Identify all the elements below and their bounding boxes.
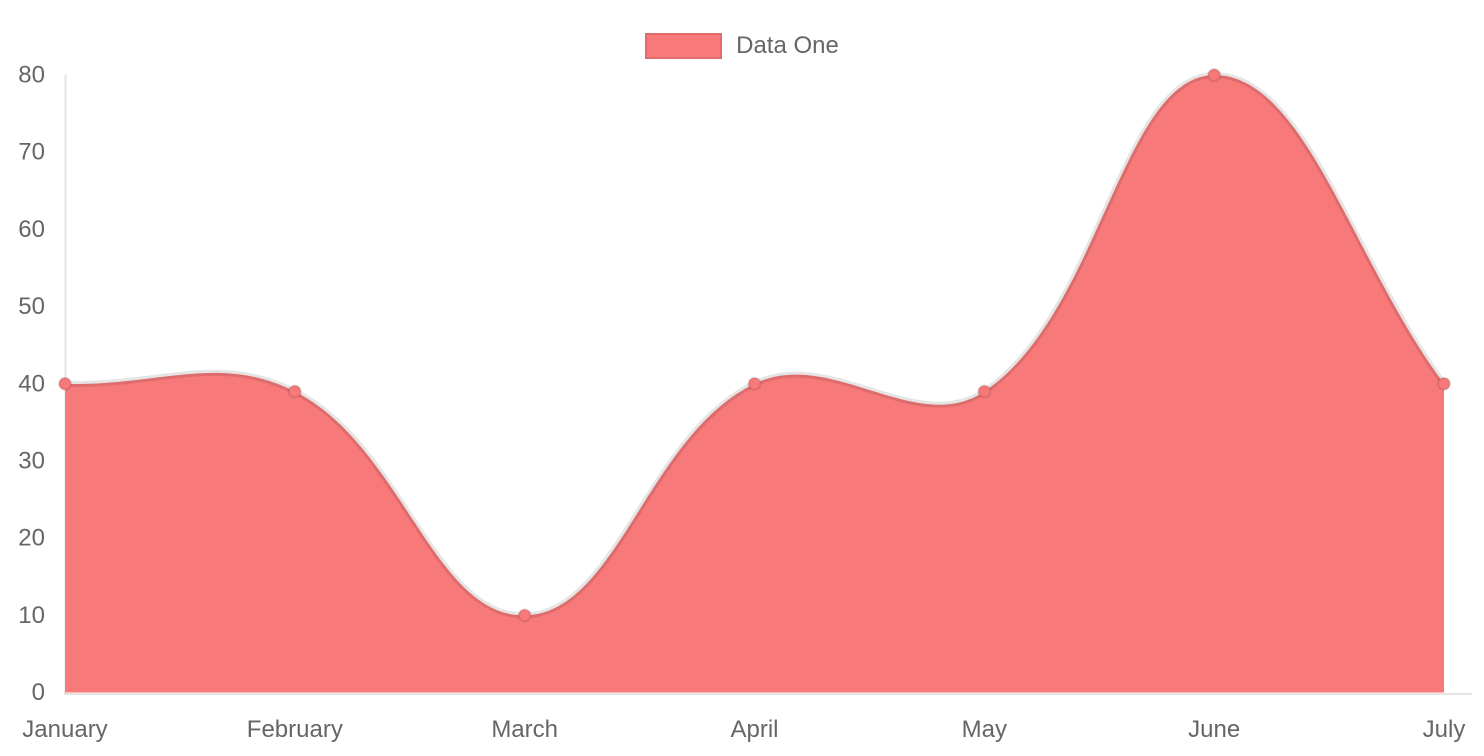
x-tick-label: February bbox=[247, 716, 343, 743]
y-tick-label: 20 bbox=[18, 525, 45, 552]
x-tick-label: July bbox=[1423, 716, 1466, 743]
x-tick-label: June bbox=[1188, 716, 1240, 743]
y-tick-label: 50 bbox=[18, 293, 45, 320]
x-tick-label: March bbox=[491, 716, 558, 743]
data-point-may[interactable] bbox=[977, 384, 992, 399]
legend: Data One bbox=[0, 33, 1484, 59]
data-point-february[interactable] bbox=[287, 384, 302, 399]
y-tick-label: 0 bbox=[32, 679, 45, 706]
y-tick-label: 80 bbox=[18, 62, 45, 89]
data-point-july[interactable] bbox=[1437, 376, 1451, 391]
y-tick-label: 70 bbox=[18, 139, 45, 166]
legend-item-data-one[interactable]: Data One bbox=[645, 33, 839, 59]
data-line bbox=[64, 72, 1447, 619]
data-point-march[interactable] bbox=[517, 608, 532, 623]
y-tick-label: 10 bbox=[18, 602, 45, 629]
x-tick-label: May bbox=[962, 716, 1007, 743]
y-tick-label: 30 bbox=[18, 447, 45, 474]
y-tick-label: 40 bbox=[18, 370, 45, 397]
data-point-june[interactable] bbox=[1207, 68, 1222, 82]
y-tick-label: 60 bbox=[18, 216, 45, 243]
x-tick-label: January bbox=[22, 716, 107, 743]
data-point-april[interactable] bbox=[747, 376, 762, 391]
data-point-january[interactable] bbox=[58, 376, 72, 391]
legend-color-box bbox=[645, 33, 723, 59]
legend-label: Data One bbox=[736, 32, 839, 59]
x-tick-label: April bbox=[730, 716, 778, 743]
